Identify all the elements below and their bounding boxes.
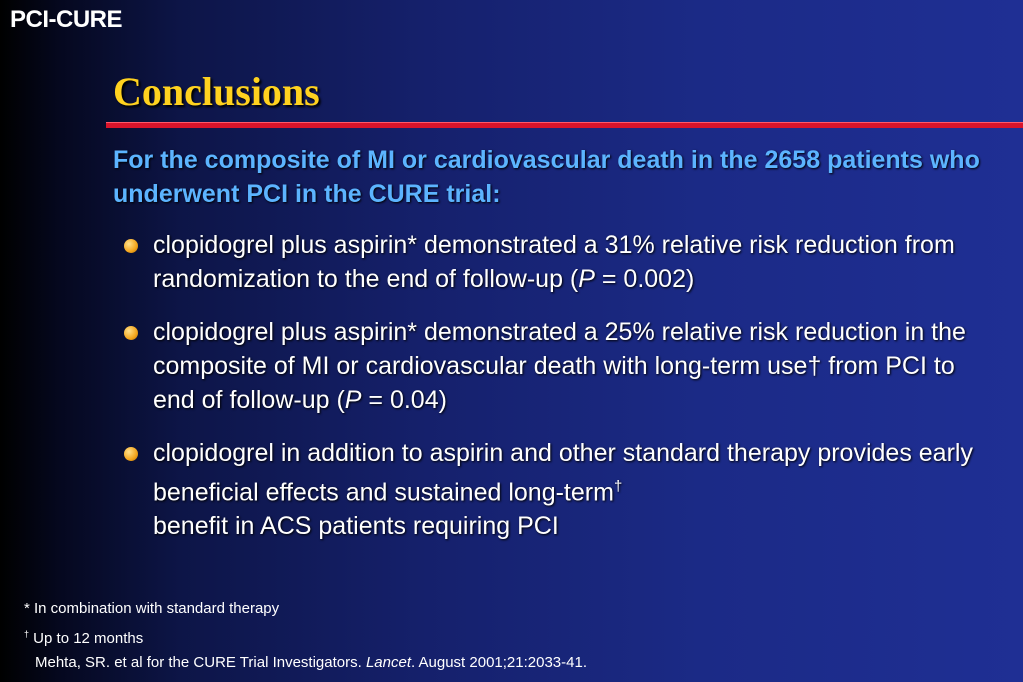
reference-details: . August 2001;21:2033-41. bbox=[411, 654, 587, 671]
slide-title: Conclusions bbox=[113, 69, 320, 114]
bullet-2-p-value: = 0.04) bbox=[361, 386, 447, 414]
bullet-1-p-label: P bbox=[578, 265, 595, 293]
slide-tag: PCI-CURE bbox=[10, 6, 123, 33]
bullet-3-text-end: benefit in ACS patients requiring PCI bbox=[153, 512, 559, 541]
bullet-2-p-label: P bbox=[344, 386, 362, 414]
footnote-2: † Up to 12 months bbox=[24, 622, 587, 652]
bullet-dot-icon bbox=[124, 326, 138, 340]
reference-journal: Lancet bbox=[365, 654, 412, 671]
bullet-dot-icon bbox=[124, 447, 138, 461]
intro-text: For the composite of MI or cardiovascula… bbox=[113, 146, 980, 208]
footnote-2-text: Up to 12 months bbox=[29, 629, 144, 647]
reference: Mehta, SR. et al for the CURE Trial Inve… bbox=[24, 651, 587, 676]
bullet-3-text: clopidogrel in addition to aspirin and o… bbox=[153, 439, 973, 507]
footnote-1: * In combination with standard therapy bbox=[24, 600, 280, 617]
bullet-dot-icon bbox=[124, 239, 138, 253]
bullet-list: clopidogrel plus aspirin* demonstrated a… bbox=[124, 228, 994, 562]
bullet-item-3: clopidogrel in addition to aspirin and o… bbox=[124, 436, 994, 543]
bullet-2-text: clopidogrel plus aspirin* demonstrated a… bbox=[153, 318, 966, 414]
bullet-item-2: clopidogrel plus aspirin* demonstrated a… bbox=[124, 315, 994, 417]
footnote-2-dagger: † bbox=[24, 628, 30, 639]
title-divider bbox=[106, 122, 1023, 128]
bullet-3-dagger: † bbox=[613, 478, 623, 495]
bullet-item-1: clopidogrel plus aspirin* demonstrated a… bbox=[124, 228, 994, 296]
bullet-1-p-value: = 0.002) bbox=[594, 265, 695, 293]
bullet-1-text: clopidogrel plus aspirin* demonstrated a… bbox=[153, 231, 955, 293]
footnotes: * In combination with standard therapy †… bbox=[24, 597, 587, 676]
reference-authors: Mehta, SR. et al for the CURE Trial Inve… bbox=[35, 654, 366, 671]
